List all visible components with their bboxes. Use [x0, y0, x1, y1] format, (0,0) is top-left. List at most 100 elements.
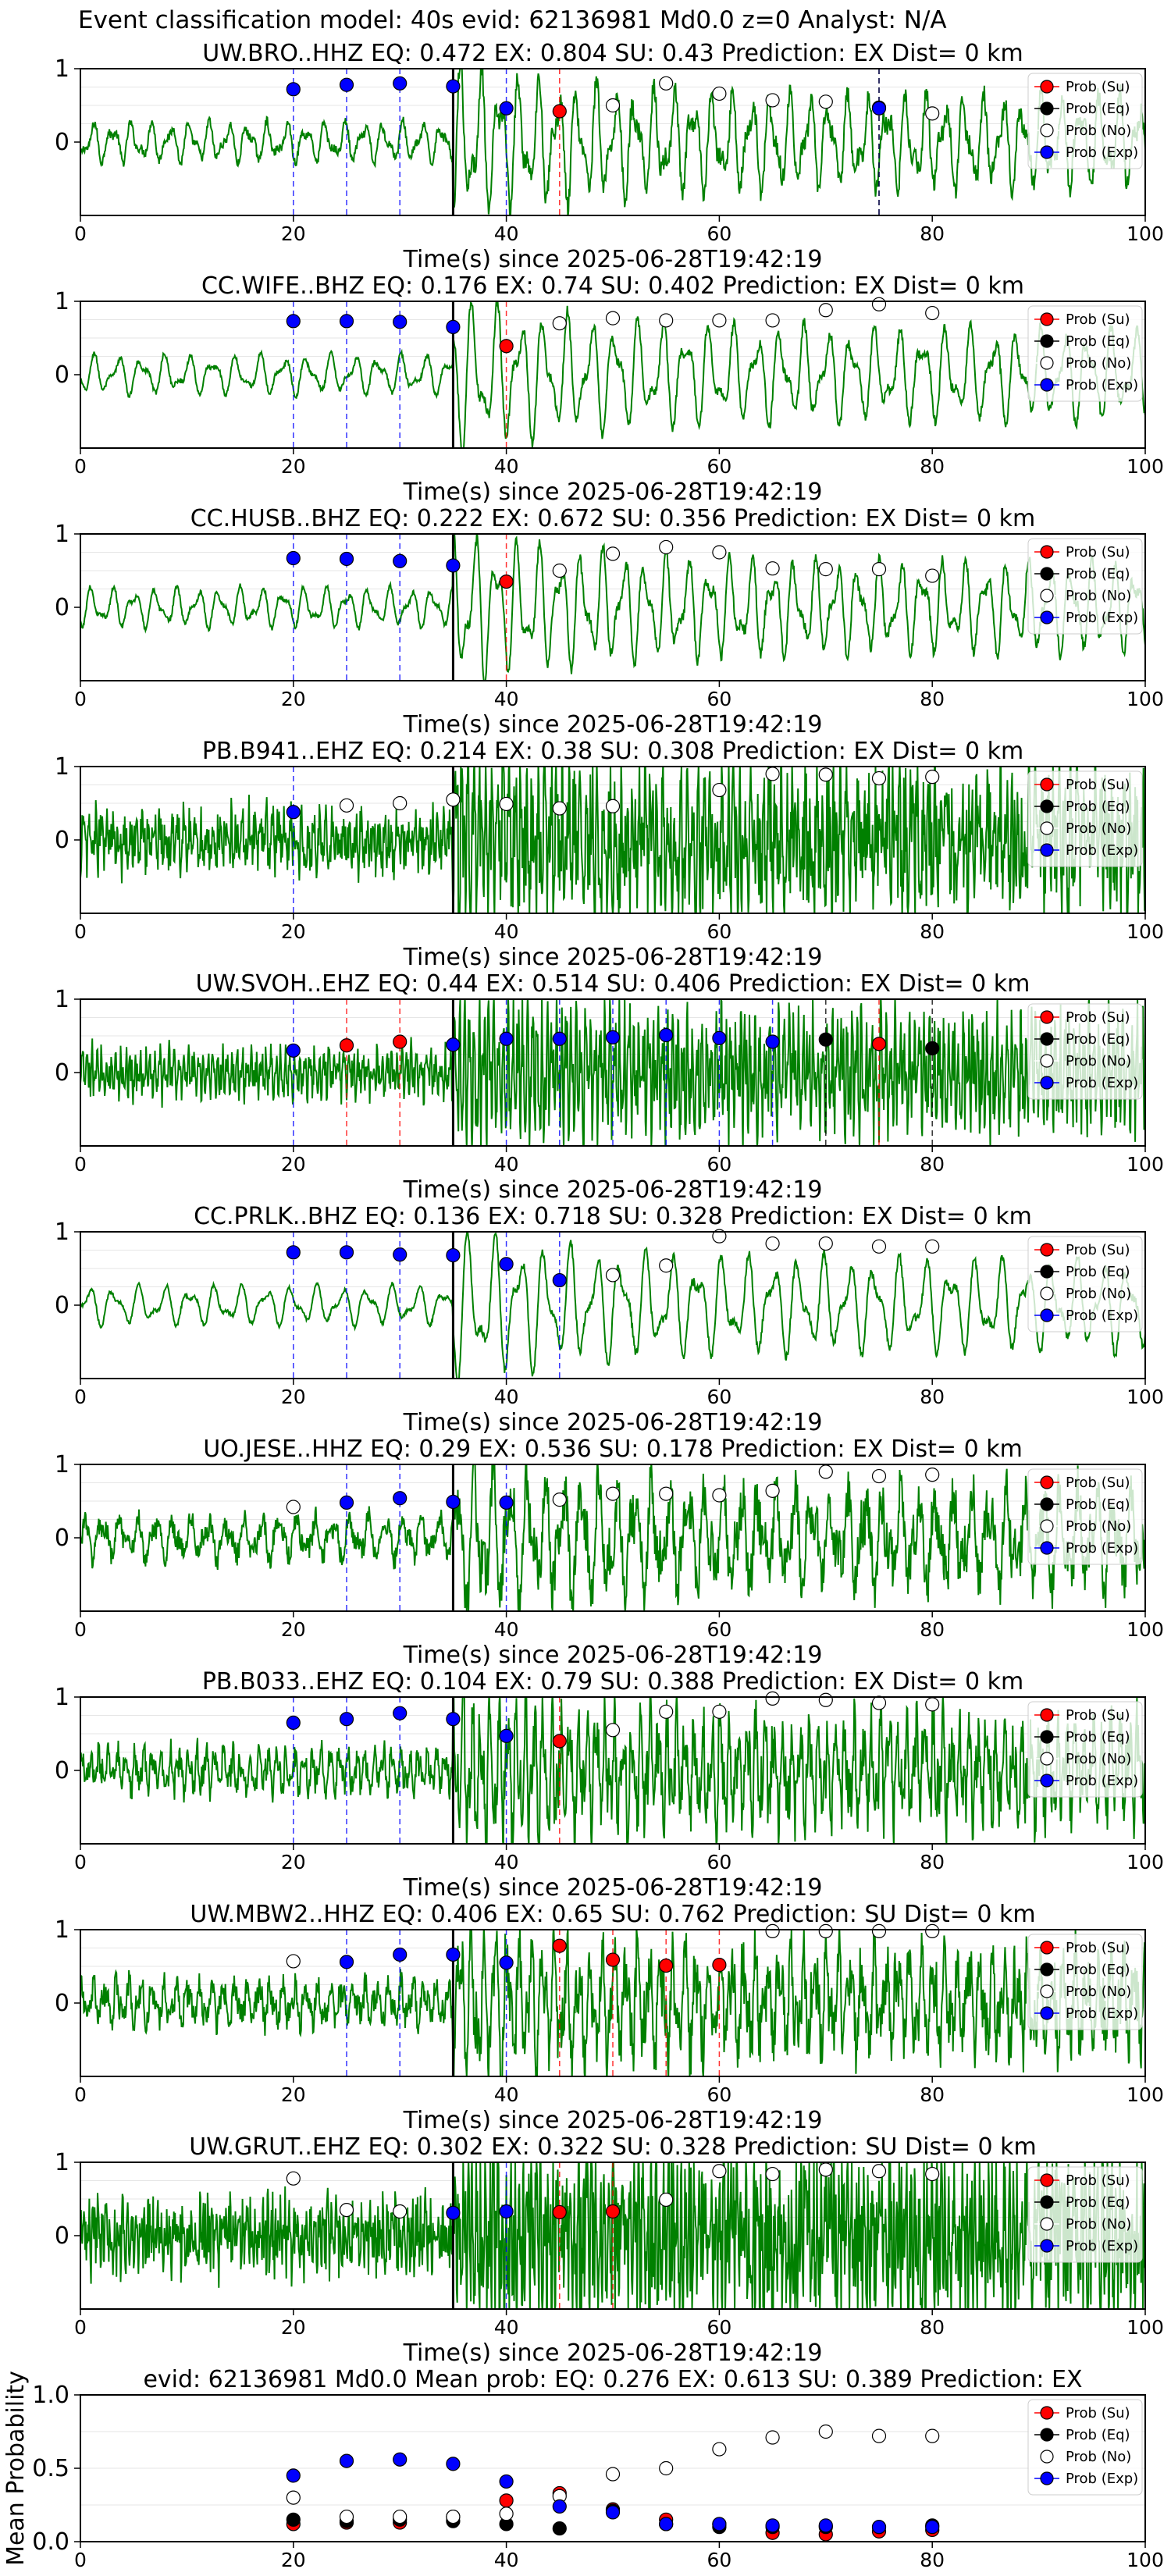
prob-no-point — [659, 1258, 674, 1273]
x-tick-label: 60 — [707, 2083, 731, 2106]
prob-no-point — [925, 1468, 940, 1482]
prob-exp-point — [339, 1955, 354, 1969]
y-tick-label: 0 — [55, 1757, 69, 1784]
prob-no-point — [286, 2171, 301, 2186]
x-tick-label: 20 — [281, 2083, 306, 2106]
prob-no-point — [712, 545, 727, 560]
y-tick-label: 1 — [55, 1684, 69, 1711]
prob-exp-point — [286, 314, 301, 329]
x-tick-label: 100 — [1127, 1851, 1164, 1873]
prob-no-point — [712, 782, 727, 798]
prob-no-point — [286, 2490, 301, 2505]
prob-exp-point — [339, 551, 354, 567]
legend-label-no: Prob (No) — [1066, 820, 1131, 837]
waveform-trace — [80, 301, 1145, 448]
legend-box — [1027, 2399, 1143, 2496]
prob-exp-point — [393, 2452, 408, 2467]
prob-exp-point — [446, 1037, 461, 1052]
prob-exp-point — [393, 1706, 408, 1720]
legend-swatch-su — [1040, 2173, 1054, 2187]
prob-exp-point — [446, 319, 461, 334]
legend-swatch-no — [1040, 1286, 1054, 1300]
legend-box — [1027, 1701, 1143, 1798]
prob-exp-point — [446, 1494, 461, 1510]
prob-exp-point — [818, 2518, 833, 2533]
prob-su-point — [552, 2204, 567, 2220]
subplot-title: UW.SVOH..EHZ EQ: 0.44 EX: 0.514 SU: 0.40… — [196, 970, 1030, 998]
x-axis-label: Time(s) since 2025-06-28T19:42:19 — [403, 2339, 823, 2367]
x-tick-label: 100 — [1127, 688, 1164, 710]
x-tick-label: 80 — [920, 1386, 945, 1408]
y-tick-label: 1 — [55, 1219, 69, 1246]
legend-label-no: Prob (No) — [1066, 1518, 1131, 1535]
subplot-8: PB.B033..EHZ EQ: 0.104 EX: 0.79 SU: 0.38… — [55, 1668, 1164, 1902]
legend-label-eq: Prob (Eq) — [1066, 1729, 1130, 1745]
prob-no-point — [605, 546, 621, 561]
legend-label-su: Prob (Su) — [1066, 1242, 1130, 1258]
subplot-title: PB.B941..EHZ EQ: 0.214 EX: 0.38 SU: 0.30… — [202, 738, 1023, 765]
prob-no-point — [339, 798, 354, 813]
legend-swatch-su — [1040, 80, 1054, 94]
y-tick-label: 1 — [55, 288, 69, 315]
prob-no-point — [605, 799, 621, 813]
prob-exp-point — [286, 82, 301, 97]
prob-su-point — [339, 1038, 354, 1053]
legend-label-exp: Prob (Exp) — [1066, 1075, 1138, 1091]
x-tick-label: 100 — [1127, 2083, 1164, 2106]
prob-no-point — [712, 313, 727, 328]
waveform-trace — [80, 1464, 1145, 1611]
prob-exp-point — [446, 1712, 461, 1727]
prob-exp-point — [712, 1030, 727, 1045]
prob-no-point — [605, 98, 621, 113]
x-tick-label: 0 — [74, 222, 87, 245]
prob-no-point — [712, 1229, 727, 1244]
legend-label-su: Prob (Su) — [1066, 2172, 1130, 2189]
legend-swatch-eq — [1040, 2195, 1054, 2209]
prob-exp-point — [339, 1495, 354, 1510]
subplot-4: PB.B941..EHZ EQ: 0.214 EX: 0.38 SU: 0.30… — [55, 738, 1164, 971]
prob-no-point — [818, 1923, 833, 1938]
legend-box — [1027, 2166, 1143, 2263]
legend-box — [1027, 1468, 1143, 1565]
x-tick-label: 60 — [707, 1386, 731, 1408]
legend-swatch-su — [1040, 1010, 1054, 1024]
legend-box — [1027, 305, 1143, 402]
prob-no-point — [925, 1697, 940, 1712]
legend-label-exp: Prob (Exp) — [1066, 610, 1138, 626]
legend-swatch-no — [1040, 1984, 1054, 1998]
x-tick-label: 20 — [281, 1618, 306, 1641]
x-tick-label: 40 — [494, 1153, 519, 1176]
prob-no-point — [818, 2162, 833, 2177]
x-tick-label: 0 — [74, 688, 87, 710]
x-tick-label: 40 — [494, 2549, 519, 2571]
y-axis-label: Mean Probability — [2, 2371, 30, 2566]
prob-no-point — [818, 1464, 833, 1479]
prob-no-point — [393, 795, 408, 811]
prob-exp-point — [286, 1245, 301, 1260]
subplot-3: CC.HUSB..BHZ EQ: 0.222 EX: 0.672 SU: 0.3… — [55, 505, 1164, 738]
legend-swatch-no — [1040, 2217, 1054, 2231]
legend-swatch-eq — [1040, 334, 1054, 348]
x-axis-label: Time(s) since 2025-06-28T19:42:19 — [403, 1409, 823, 1436]
prob-exp-point — [765, 1034, 780, 1049]
prob-no-point — [818, 303, 833, 318]
x-axis-label: Time(s) since 2025-06-28T19:42:19 — [403, 1176, 823, 1204]
x-tick-label: 0 — [74, 455, 87, 478]
prob-su-point — [871, 1037, 887, 1051]
prob-exp-point — [393, 1947, 408, 1962]
prob-no-point — [605, 1268, 621, 1283]
prob-exp-point — [499, 101, 514, 116]
prob-no-point — [712, 86, 727, 101]
legend-label-su: Prob (Su) — [1066, 311, 1130, 328]
subplot-7: UO.JESE..HHZ EQ: 0.29 EX: 0.536 SU: 0.17… — [55, 1436, 1164, 1669]
legend-swatch-exp — [1040, 843, 1054, 857]
x-axis-label: Time(s) since 2025-06-28T19:42:19 — [403, 711, 823, 738]
prob-no-point — [659, 313, 674, 328]
prob-exp-point — [446, 1947, 461, 1962]
legend-swatch-no — [1040, 356, 1054, 370]
legend-box — [1027, 1934, 1143, 2030]
legend-swatch-exp — [1040, 610, 1054, 624]
prob-no-point — [393, 2204, 408, 2219]
legend-swatch-su — [1040, 545, 1054, 559]
x-tick-label: 20 — [281, 2549, 306, 2571]
